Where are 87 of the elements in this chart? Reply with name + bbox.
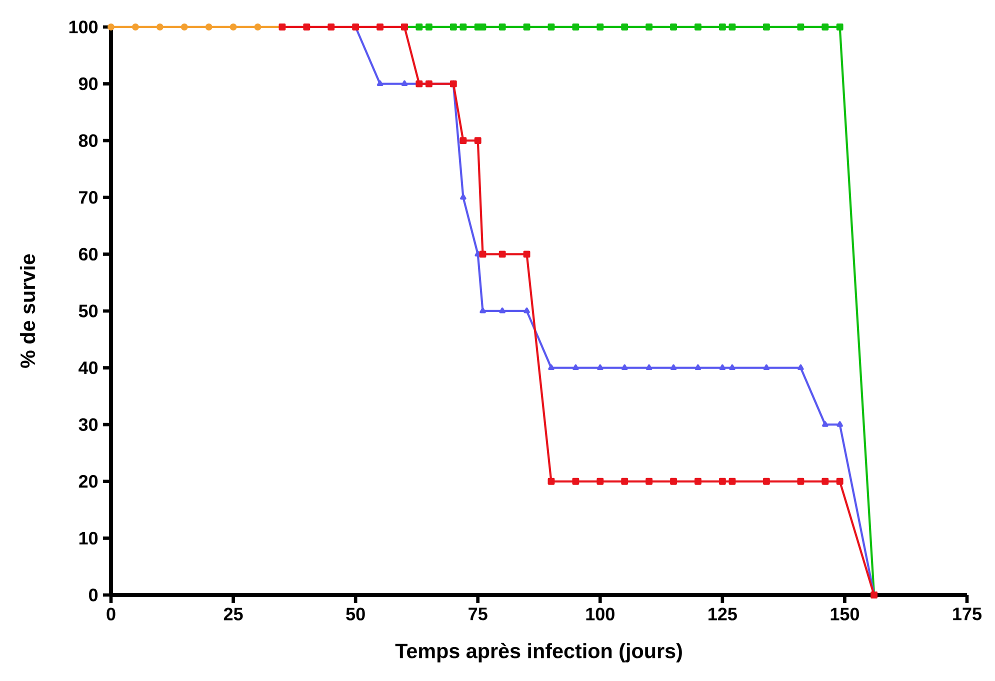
y-axis-title: % de survie (20, 254, 36, 368)
point (621, 364, 628, 370)
x-axis-title: Temps après infection (jours) (395, 642, 682, 662)
y-tick-label: 50 (78, 304, 98, 318)
point (108, 24, 114, 30)
point (646, 24, 653, 30)
y-tick-label: 30 (78, 418, 98, 431)
point (548, 364, 554, 370)
point (479, 250, 486, 258)
point (254, 24, 262, 30)
point (596, 364, 604, 370)
point (621, 24, 628, 30)
point (416, 24, 423, 30)
point (524, 308, 530, 314)
point (230, 24, 237, 30)
point (797, 478, 804, 485)
y-tick-label: 60 (78, 248, 98, 261)
point (596, 478, 604, 485)
point (763, 364, 770, 370)
x-tick-label: 100 (586, 608, 614, 620)
point (670, 24, 677, 30)
point (836, 24, 844, 30)
point (646, 478, 653, 485)
point (694, 364, 702, 370)
point (523, 250, 530, 258)
point (156, 24, 164, 30)
point (180, 24, 188, 30)
x-tick-label: 0 (106, 608, 116, 620)
point (836, 478, 844, 485)
x-tick-label: 50 (346, 608, 365, 620)
point (719, 364, 726, 370)
point (621, 478, 628, 485)
point (670, 478, 677, 485)
point (479, 24, 486, 30)
point (548, 478, 555, 485)
point (474, 137, 482, 144)
point (498, 250, 506, 258)
y-tick-label: 0 (89, 588, 98, 602)
point (132, 24, 139, 30)
point (425, 24, 432, 30)
point (822, 478, 829, 485)
point (728, 24, 736, 30)
point (303, 24, 310, 30)
point (718, 478, 726, 485)
point (572, 24, 580, 30)
point (460, 24, 467, 30)
x-tick-label: 75 (468, 608, 488, 620)
point (376, 80, 384, 86)
point (694, 24, 702, 30)
y-tick-label: 70 (79, 191, 98, 204)
point (499, 308, 506, 314)
point (670, 364, 677, 370)
x-tick-label: 25 (224, 608, 243, 620)
point (328, 24, 335, 30)
y-tick-label: 10 (79, 532, 98, 545)
point (376, 24, 384, 30)
point (596, 24, 604, 30)
point (450, 24, 457, 30)
point (718, 24, 726, 30)
y-tick-label: 80 (78, 134, 98, 147)
point (762, 24, 770, 30)
y-tick-label: 100 (69, 20, 98, 34)
y-tick-label: 90 (78, 77, 98, 90)
point (694, 478, 702, 485)
point (460, 137, 467, 144)
point (822, 24, 829, 30)
point (498, 24, 506, 30)
x-tick-label: 125 (708, 608, 737, 620)
point (762, 478, 770, 485)
point (205, 24, 212, 30)
x-tick-label: 150 (830, 608, 859, 620)
point (480, 308, 486, 314)
point (798, 364, 804, 370)
y-tick-label: 20 (78, 475, 98, 488)
point (646, 364, 652, 370)
point (797, 24, 804, 30)
point (836, 421, 843, 427)
point (822, 421, 828, 427)
point (523, 24, 530, 30)
point (729, 364, 736, 370)
point (572, 364, 579, 370)
point (401, 80, 408, 86)
y-tick-label: 40 (78, 361, 98, 374)
point (728, 478, 736, 485)
point (548, 24, 555, 30)
x-tick-label: 175 (953, 608, 982, 620)
point (572, 478, 580, 485)
